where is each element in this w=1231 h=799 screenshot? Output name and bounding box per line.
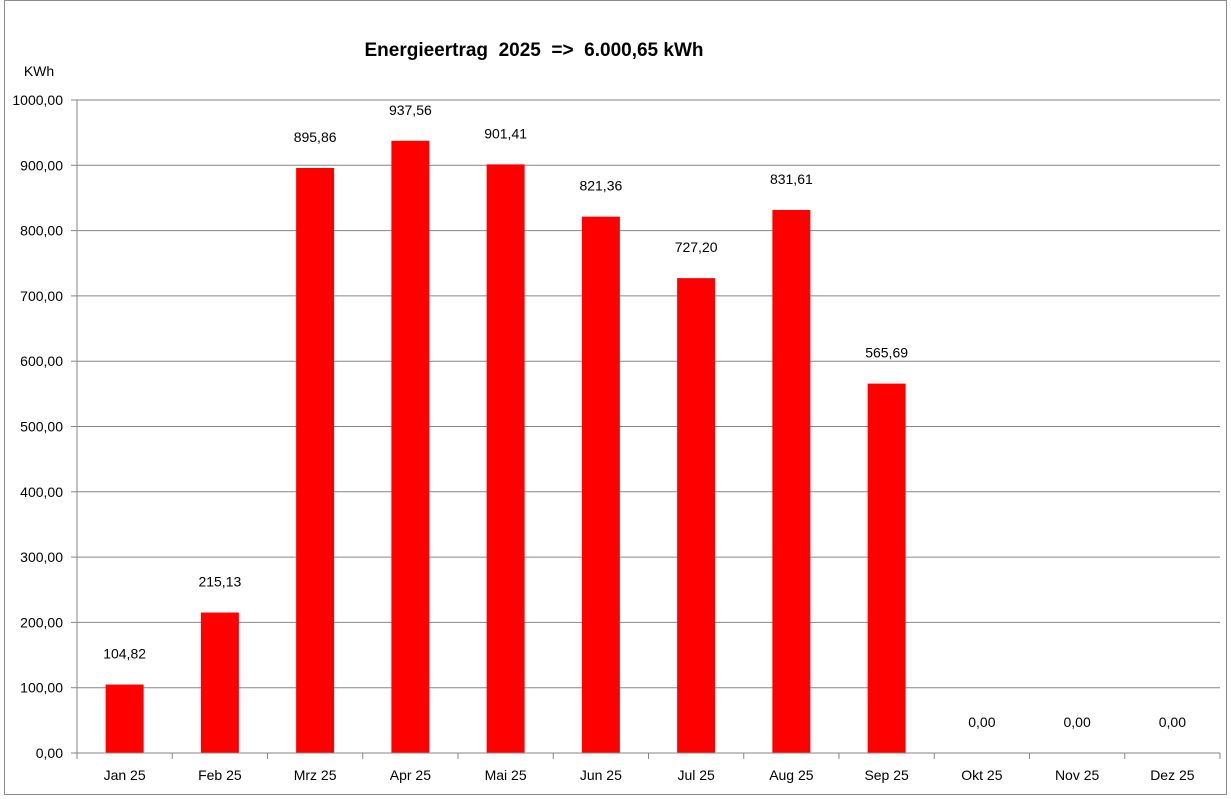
y-tick-label: 100,00 [20, 680, 63, 696]
bar-jan-25 [105, 684, 144, 753]
x-tick-label: Mrz 25 [294, 767, 337, 783]
x-tick-label: Jun 25 [580, 767, 622, 783]
bar-apr-25 [391, 140, 430, 753]
x-tick-label: Nov 25 [1055, 767, 1100, 783]
data-label: 831,61 [770, 171, 813, 187]
data-label: 0,00 [1064, 714, 1091, 730]
y-tick-label: 300,00 [20, 549, 63, 565]
chart-title: Energieertrag 2025 => 6.000,65 kWh [364, 40, 703, 61]
bar-mai-25 [486, 164, 525, 753]
data-label: 104,82 [103, 646, 146, 662]
x-tick-label: Okt 25 [961, 767, 1002, 783]
x-tick-label: Jul 25 [677, 767, 715, 783]
x-tick-label: Dez 25 [1150, 767, 1195, 783]
data-label: 0,00 [1159, 714, 1186, 730]
bar-jul-25 [677, 278, 716, 753]
bar-aug-25 [772, 209, 811, 753]
bar-mrz-25 [296, 168, 335, 753]
y-tick-label: 700,00 [20, 288, 63, 304]
bar-sep-25 [867, 383, 906, 753]
y-tick-label: 800,00 [20, 223, 63, 239]
y-tick-label: 200,00 [20, 614, 63, 630]
x-tick-label: Jan 25 [104, 767, 146, 783]
y-tick-label: 900,00 [20, 157, 63, 173]
x-tick-label: Mai 25 [485, 767, 527, 783]
y-tick-label: 0,00 [36, 745, 63, 761]
x-tick-label: Sep 25 [864, 767, 909, 783]
x-tick-label: Feb 25 [198, 767, 242, 783]
data-label: 215,13 [198, 574, 241, 590]
bar-feb-25 [200, 612, 239, 753]
y-tick-label: 400,00 [20, 484, 63, 500]
data-label: 937,56 [389, 102, 432, 118]
x-tick-label: Aug 25 [769, 767, 814, 783]
data-label: 901,41 [484, 125, 527, 141]
y-tick-label: 1000,00 [12, 92, 63, 108]
y-axis-label: KWh [24, 63, 54, 79]
chart-frame [4, 0, 1227, 795]
y-tick-label: 500,00 [20, 419, 63, 435]
bar-jun-25 [581, 216, 620, 753]
data-label: 565,69 [865, 345, 908, 361]
data-label: 895,86 [294, 129, 337, 145]
x-tick-label: Apr 25 [390, 767, 431, 783]
data-label: 0,00 [968, 714, 995, 730]
y-tick-label: 600,00 [20, 353, 63, 369]
data-label: 727,20 [675, 239, 718, 255]
data-label: 821,36 [579, 178, 622, 194]
